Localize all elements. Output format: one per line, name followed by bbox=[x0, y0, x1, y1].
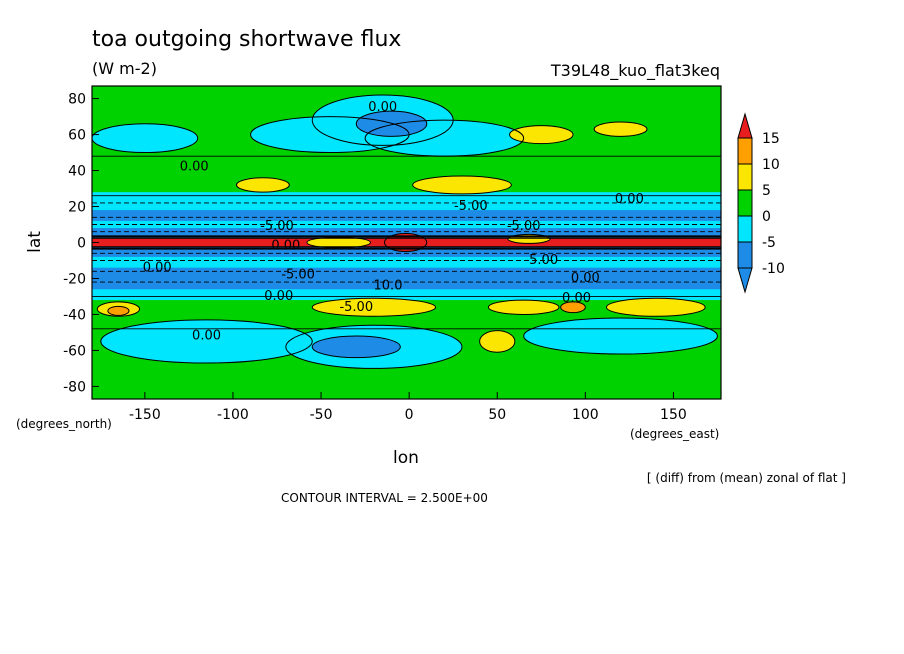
difference-note: [ (diff) from (mean) zonal of flat ] bbox=[647, 471, 846, 485]
colorbar-label: -5 bbox=[762, 235, 776, 251]
x-tick-label: -150 bbox=[129, 407, 161, 423]
contour-line bbox=[285, 324, 463, 369]
x-tick-label: -50 bbox=[310, 407, 333, 423]
region-yellow bbox=[606, 298, 706, 317]
contour-line bbox=[235, 177, 290, 193]
contour-label: 0.00 bbox=[180, 160, 209, 175]
contour-labels: 0.00 0.00 0.00 -5.00 -5.00 -5.00 0.00 -5.00 0.00… bbox=[143, 100, 644, 343]
colorbar-box bbox=[737, 241, 753, 269]
x-tick-label: 0 bbox=[405, 407, 414, 423]
region-yellow bbox=[412, 175, 512, 194]
contour-line bbox=[107, 305, 130, 316]
y-unit-label: (degrees_north) bbox=[16, 417, 112, 431]
colorbar-label: 5 bbox=[762, 183, 771, 199]
contour-line bbox=[306, 236, 371, 249]
colorbar-label: -10 bbox=[762, 261, 785, 277]
chart-title: toa outgoing shortwave flux bbox=[92, 27, 401, 52]
colorbar: 15 10 5 0 -5 -10 bbox=[737, 112, 785, 294]
contour-line bbox=[560, 301, 586, 314]
contour-line bbox=[92, 123, 199, 154]
contour-label: 0.00 bbox=[143, 260, 172, 275]
contour-label: 0.00 bbox=[571, 271, 600, 286]
region-yellow bbox=[488, 300, 559, 315]
contour-label: -5.00 bbox=[507, 219, 541, 234]
contour-line bbox=[311, 335, 401, 359]
contour-line bbox=[100, 319, 313, 364]
y-tick-label: -80 bbox=[63, 379, 86, 395]
region-orange bbox=[560, 301, 586, 313]
y-axis: 80 60 40 20 0 -20 -40 -60 -80 bbox=[63, 92, 99, 395]
contour-line bbox=[96, 301, 141, 317]
region-cyan bbox=[92, 123, 198, 153]
region-cyan bbox=[100, 319, 313, 364]
region-blue bbox=[312, 336, 401, 358]
contour-label: 0.00 bbox=[368, 100, 397, 115]
region-yellow bbox=[509, 125, 573, 144]
contour-label: 0.00 bbox=[562, 291, 591, 306]
contour-label: -5.00 bbox=[339, 300, 373, 315]
region-yellow bbox=[479, 330, 515, 353]
x-axis: -150 -100 -50 0 50 100 150 bbox=[129, 392, 687, 423]
x-tick-label: 50 bbox=[488, 407, 506, 423]
y-axis-label: lat bbox=[25, 231, 45, 253]
contour-line bbox=[523, 317, 718, 355]
contour-line bbox=[487, 299, 560, 315]
y-tick-label: 60 bbox=[68, 128, 86, 144]
contour-line bbox=[605, 297, 706, 317]
y-tick-label: 40 bbox=[68, 164, 86, 180]
y-tick-label: 80 bbox=[68, 92, 86, 108]
x-unit-label: (degrees_east) bbox=[630, 427, 719, 441]
colorbar-label: 10 bbox=[762, 157, 780, 173]
colorbar-box bbox=[737, 189, 753, 217]
region-yellow bbox=[236, 177, 290, 193]
x-tick-label: 100 bbox=[572, 407, 599, 423]
colorbar-box bbox=[737, 163, 753, 191]
y-tick-label: -60 bbox=[63, 343, 86, 359]
contour-label: -5.00 bbox=[454, 199, 488, 214]
y-tick-label: -20 bbox=[63, 271, 86, 287]
contour-line bbox=[479, 330, 516, 353]
colorbar-upper-arrow bbox=[737, 112, 753, 139]
x-tick-label: 150 bbox=[660, 407, 687, 423]
plot-area: 0.00 0.00 0.00 -5.00 -5.00 -5.00 0.00 -5.00 0.00… bbox=[92, 86, 721, 399]
contour-line bbox=[383, 233, 428, 252]
contour-label: 0.00 bbox=[264, 289, 293, 304]
contour-line bbox=[509, 125, 574, 145]
y-tick-label: -40 bbox=[63, 307, 86, 323]
contour-line bbox=[355, 110, 428, 137]
contour-label: -5.00 bbox=[281, 267, 315, 282]
run-label: T39L48_kuo_flat3keq bbox=[550, 61, 720, 81]
region-orange bbox=[107, 306, 129, 316]
contour-line bbox=[507, 233, 551, 244]
chart-subtitle: (W m-2) bbox=[92, 59, 157, 78]
contour-line bbox=[593, 121, 648, 137]
x-axis-label: lon bbox=[393, 448, 419, 468]
colorbar-box bbox=[737, 215, 753, 243]
region-yellow bbox=[306, 237, 371, 248]
colorbar-lower-arrow bbox=[737, 267, 753, 294]
y-tick-label: 0 bbox=[77, 236, 86, 252]
contour-line bbox=[412, 175, 512, 195]
contour-line bbox=[311, 297, 437, 317]
colorbar-label: 15 bbox=[762, 131, 780, 147]
region-cyan bbox=[523, 318, 718, 355]
contour-label: 0.00 bbox=[192, 329, 221, 344]
x-tick-label: -100 bbox=[217, 407, 249, 423]
colorbar-label: 0 bbox=[762, 209, 771, 225]
contour-label: -5.00 bbox=[524, 253, 558, 268]
contour-label: 0.00 bbox=[615, 192, 644, 207]
contour-label: 10.0 bbox=[374, 278, 403, 293]
colorbar-box bbox=[737, 137, 753, 165]
region-yellow bbox=[594, 121, 647, 137]
y-tick-label: 20 bbox=[68, 200, 86, 216]
contour-label: -5.00 bbox=[260, 219, 294, 234]
contour-regions bbox=[92, 94, 721, 369]
region-yellow bbox=[312, 298, 436, 317]
contour-label: 0.00 bbox=[271, 239, 300, 254]
contour-interval: CONTOUR INTERVAL = 2.500E+00 bbox=[281, 491, 488, 505]
contour-lines bbox=[92, 94, 721, 369]
